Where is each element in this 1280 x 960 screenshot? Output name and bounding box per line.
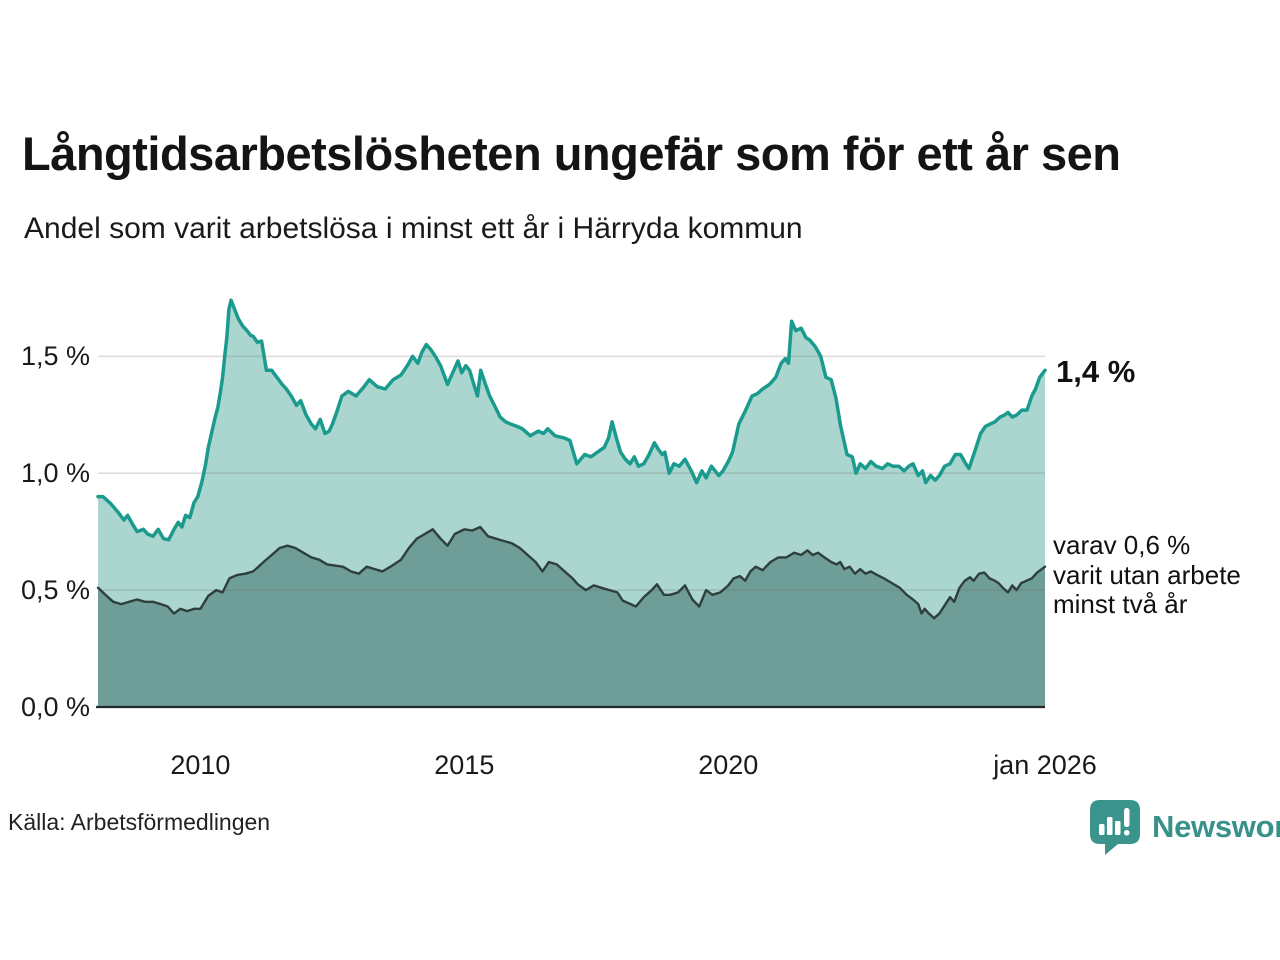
series-line: [96, 298, 1047, 542]
page-title: Långtidsarbetslösheten ungefär som för e…: [22, 127, 1121, 180]
x-tick-label: 2010: [170, 750, 231, 780]
page-subtitle: Andel som varit arbetslösa i minst ett å…: [24, 212, 803, 245]
y-tick-label: 0,0 %: [20, 692, 90, 722]
series-line: [96, 525, 1047, 620]
y-tick-label: 1,5 %: [20, 341, 90, 372]
x-tick-label: jan 2026: [993, 750, 1097, 780]
x-tick-label: 2020: [698, 750, 759, 780]
two-year-annotation: varav 0,6 % varit utan arbete minst två år: [1053, 530, 1241, 620]
newsworthy-bubble-chart-icon: [1090, 800, 1140, 855]
series-fill: [98, 527, 1045, 707]
newsworthy-wordmark: Newsworthy: [1152, 808, 1280, 844]
source-note: Källa: Arbetsförmedlingen: [8, 809, 271, 835]
two-year-annotation-line: varav 0,6 %: [1053, 530, 1191, 560]
two-year-annotation-line: minst två år: [1053, 589, 1188, 619]
y-tick-label: 0,5 %: [20, 575, 90, 606]
two-year-annotation-line: varit utan arbete: [1053, 559, 1241, 590]
newsworthy-logo: Newsworthy: [1088, 798, 1280, 855]
latest-value-annotation: 1,4 %: [1056, 354, 1136, 389]
x-tick-label: 2015: [434, 750, 495, 780]
y-tick-label: 1,0 %: [20, 458, 90, 489]
series-fill: [98, 300, 1045, 707]
